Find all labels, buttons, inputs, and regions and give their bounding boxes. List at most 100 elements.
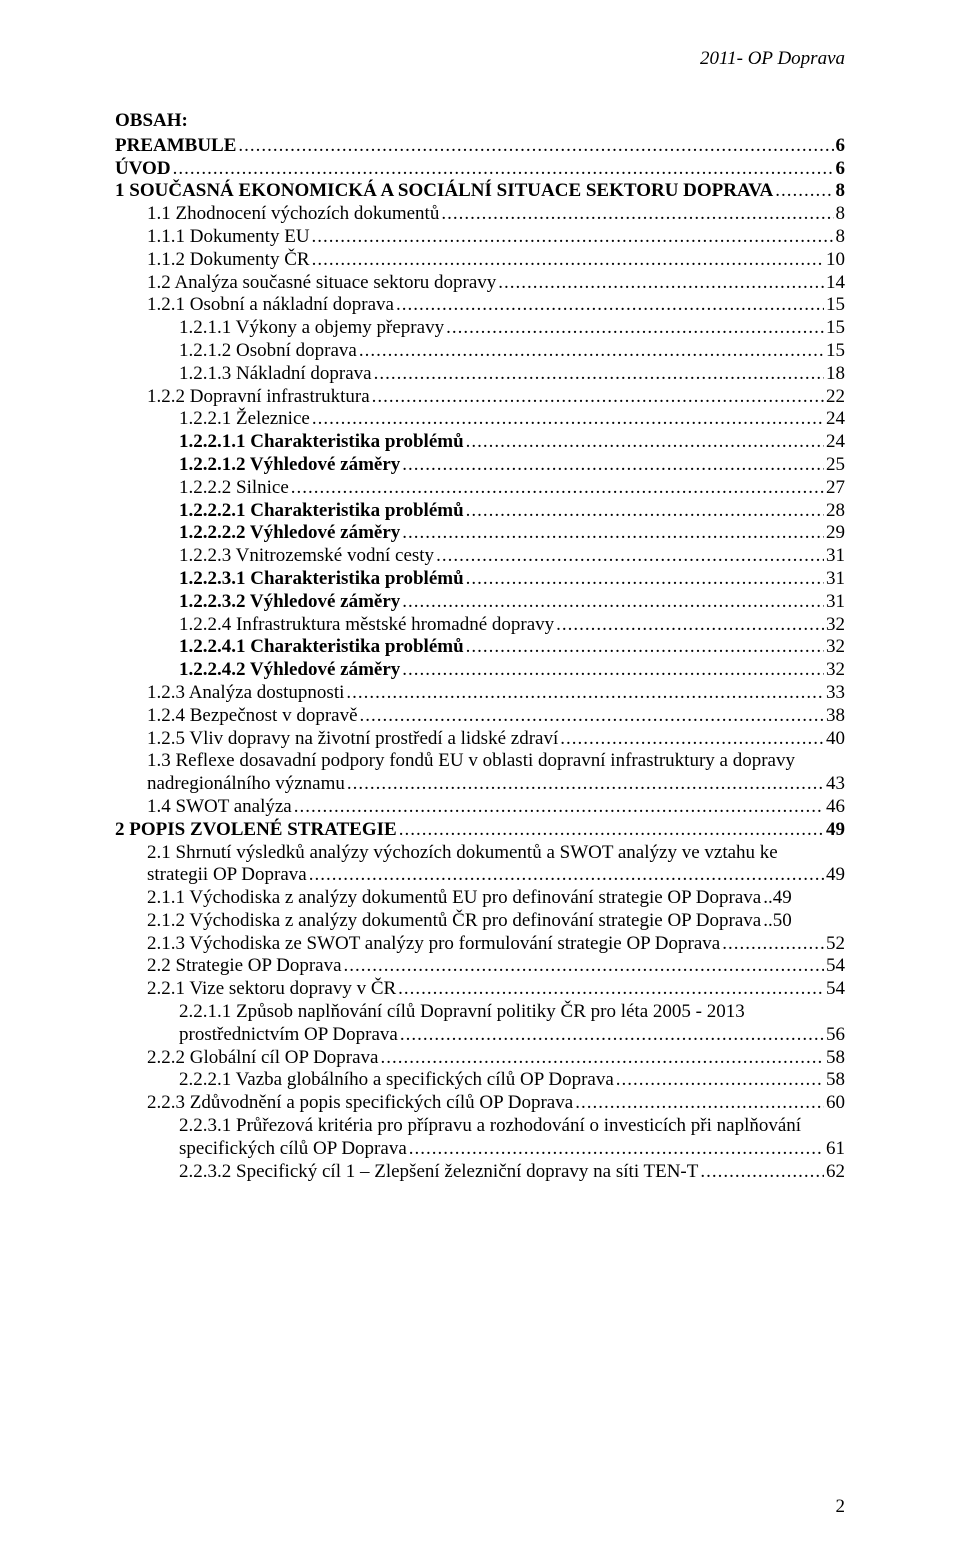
toc-entry-label: 2.2.2.1 Vazba globálního a specifických …: [179, 1069, 614, 1092]
toc-entry: 1.2 Analýza současné situace sektoru dop…: [115, 272, 845, 295]
toc-entry-page: 32: [824, 659, 845, 682]
toc-leader: [344, 682, 824, 705]
toc-entry-label: specifických cílů OP Doprava: [179, 1138, 407, 1161]
toc-leader: [370, 386, 824, 409]
toc-entry-label: 2.2.1 Vize sektoru dopravy v ČR: [147, 978, 396, 1001]
toc-entry-page: 8: [834, 226, 846, 249]
toc-entry-label: 2.1.1 Východiska z analýzy dokumentů EU …: [147, 887, 761, 910]
toc-entry-label: 2.2.3.2 Specifický cíl 1 – Zlepšení žele…: [179, 1161, 698, 1184]
toc-leader: [400, 522, 824, 545]
toc-entry-label: 1.2.1 Osobní a nákladní doprava: [147, 294, 394, 317]
toc-entry-page: 22: [824, 386, 845, 409]
toc-entry: 1.3 Reflexe dosavadní podpory fondů EU v…: [115, 750, 845, 773]
toc-entry-label: 1.2.1.1 Výkony a objemy přepravy: [179, 317, 444, 340]
toc-entry: 2.2.3.1 Průřezová kritéria pro přípravu …: [115, 1115, 845, 1138]
toc-entry: ÚVOD6: [115, 158, 845, 181]
toc-leader: [342, 955, 824, 978]
toc-entry-page: 8: [834, 203, 846, 226]
toc-entry-label: 1.2.1.3 Nákladní doprava: [179, 363, 372, 386]
toc-entry-page: 56: [824, 1024, 845, 1047]
toc-entry-label: 2 POPIS ZVOLENÉ STRATEGIE: [115, 819, 397, 842]
toc-entry: 1.2.2.1 Železnice24: [115, 408, 845, 431]
toc-entry-label: 1.2.2.3.2 Výhledové záměry: [179, 591, 400, 614]
toc-entry-page: 6: [834, 135, 846, 158]
toc-entry: 1 SOUČASNÁ EKONOMICKÁ A SOCIÁLNÍ SITUACE…: [115, 180, 845, 203]
toc-entry: 1.2.3 Analýza dostupnosti33: [115, 682, 845, 705]
toc-entry: 1.2.2.2 Silnice27: [115, 477, 845, 500]
toc-entry-label: 1.2.4 Bezpečnost v dopravě: [147, 705, 358, 728]
toc-leader: [464, 636, 824, 659]
toc-entry: 1.2.2.4 Infrastruktura městské hromadné …: [115, 614, 845, 637]
toc-entry: 1.2.2.3 Vnitrozemské vodní cesty31: [115, 545, 845, 568]
toc-leader: [397, 819, 824, 842]
toc-entry-label: 1.2.2.3 Vnitrozemské vodní cesty: [179, 545, 434, 568]
toc-entry-page: 15: [824, 317, 845, 340]
toc-leader: [400, 591, 824, 614]
toc-entry: 1.2.2.3.1 Charakteristika problémů31: [115, 568, 845, 591]
toc-entry-page: 58: [824, 1069, 845, 1092]
toc-entry: 2.2 Strategie OP Doprava54: [115, 955, 845, 978]
toc-entry: 1.2.1.1 Výkony a objemy přepravy 15: [115, 317, 845, 340]
toc-heading: OBSAH:: [115, 110, 845, 133]
toc-entry: 2.2.3 Zdůvodnění a popis specifických cí…: [115, 1092, 845, 1115]
toc-entry-page: 10: [824, 249, 845, 272]
toc-leader: [439, 203, 833, 226]
toc-entry-label: 1.2.1.2 Osobní doprava: [179, 340, 357, 363]
toc-entry-page: 49: [824, 864, 845, 887]
toc-leader: [614, 1069, 824, 1092]
toc-leader: [398, 1024, 824, 1047]
toc-entry-label: 2.2 Strategie OP Doprava: [147, 955, 342, 978]
toc-leader: [464, 500, 824, 523]
toc-entry-wrap: specifických cílů OP Doprava61: [115, 1138, 845, 1161]
toc-entry-label: 1.2.2 Dopravní infrastruktura: [147, 386, 370, 409]
toc-entry-label: 1.4 SWOT analýza: [147, 796, 292, 819]
table-of-contents: PREAMBULE 6ÚVOD61 SOUČASNÁ EKONOMICKÁ A S…: [115, 135, 845, 1184]
toc-entry-page: 32: [824, 614, 845, 637]
toc-entry-page: 52: [824, 933, 845, 956]
toc-entry: 1.2.2.2.1 Charakteristika problémů 28: [115, 500, 845, 523]
toc-leader: [345, 773, 824, 796]
toc-leader: [236, 135, 833, 158]
toc-entry: 2.1.2 Východiska z analýzy dokumentů ČR …: [115, 910, 845, 933]
toc-leader: [372, 363, 824, 386]
toc-entry-label: prostřednictvím OP Doprava: [179, 1024, 398, 1047]
toc-entry-label: nadregionálního významu: [147, 773, 345, 796]
toc-entry-label: 1.1.2 Dokumenty ČR: [147, 249, 310, 272]
toc-entry: 2.2.1.1 Způsob naplňování cílů Dopravní …: [115, 1001, 845, 1024]
toc-entry-page: 40: [824, 728, 845, 751]
toc-entry: 1.2.2.4.1 Charakteristika problémů 32: [115, 636, 845, 659]
toc-entry-label: PREAMBULE: [115, 135, 236, 158]
toc-entry-page: 8: [834, 180, 846, 203]
toc-entry: 1.4 SWOT analýza46: [115, 796, 845, 819]
toc-entry-label: 1.2.2.4.1 Charakteristika problémů: [179, 636, 464, 659]
toc-entry: 1.2.2 Dopravní infrastruktura 22: [115, 386, 845, 409]
toc-entry-label: 1.2.2.2.1 Charakteristika problémů: [179, 500, 464, 523]
toc-entry-label: 1.2.2.3.1 Charakteristika problémů: [179, 568, 464, 591]
toc-entry-wrap: prostřednictvím OP Doprava 56: [115, 1024, 845, 1047]
toc-entry-page: 62: [824, 1161, 845, 1184]
toc-entry-label: 1.2.2.2.2 Výhledové záměry: [179, 522, 400, 545]
toc-entry-page: 24: [824, 431, 845, 454]
toc-entry-page: 6: [834, 158, 846, 181]
toc-leader: [573, 1092, 824, 1115]
toc-leader: [358, 705, 824, 728]
toc-entry: 1.1.2 Dokumenty ČR 10: [115, 249, 845, 272]
toc-entry: 1.2.1 Osobní a nákladní doprava15: [115, 294, 845, 317]
toc-entry: 1.2.2.1.1 Charakteristika problémů24: [115, 431, 845, 454]
toc-entry: 1.2.1.3 Nákladní doprava18: [115, 363, 845, 386]
toc-entry: 1.2.2.1.2 Výhledové záměry25: [115, 454, 845, 477]
toc-entry-label: 2.1.3 Východiska ze SWOT analýzy pro for…: [147, 933, 720, 956]
toc-leader: [400, 454, 824, 477]
toc-entry: 1.2.1.2 Osobní doprava15: [115, 340, 845, 363]
toc-entry-page: ..50: [761, 910, 792, 933]
toc-leader: [357, 340, 824, 363]
toc-entry-page: 29: [824, 522, 845, 545]
toc-leader: [378, 1047, 824, 1070]
toc-entry: PREAMBULE 6: [115, 135, 845, 158]
toc-entry-label: 2.2.1.1 Způsob naplňování cílů Dopravní …: [179, 1001, 745, 1024]
toc-entry-page: 28: [824, 500, 845, 523]
toc-entry-label: 1.2 Analýza současné situace sektoru dop…: [147, 272, 496, 295]
toc-leader: [171, 158, 834, 181]
toc-entry-label: 1 SOUČASNÁ EKONOMICKÁ A SOCIÁLNÍ SITUACE…: [115, 180, 773, 203]
toc-entry-page: 32: [824, 636, 845, 659]
